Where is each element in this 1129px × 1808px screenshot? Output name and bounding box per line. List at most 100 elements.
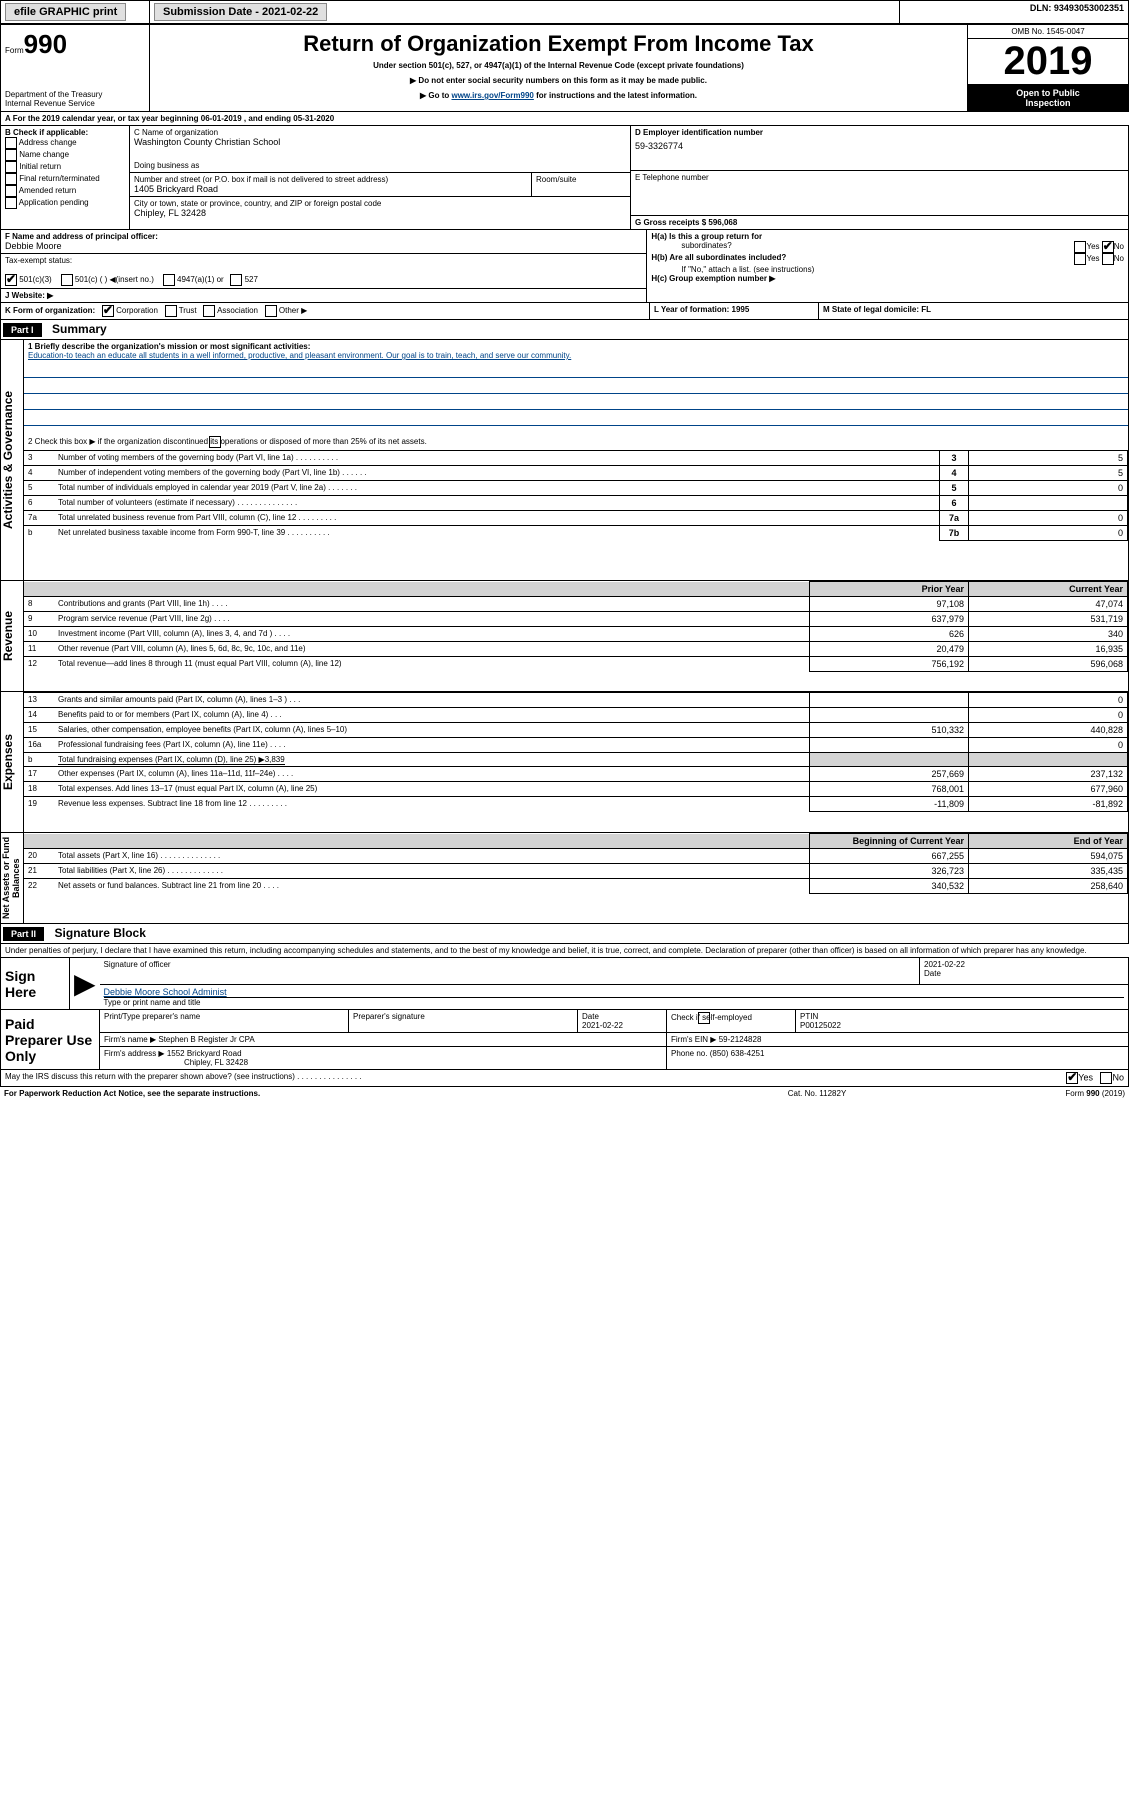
vert-exp: Expenses	[1, 692, 15, 832]
form-label: Form	[5, 46, 24, 55]
ha-label2: subordinates?	[651, 241, 997, 253]
hb-no-checkbox[interactable]	[1102, 253, 1114, 265]
efile-print-button[interactable]: efile GRAPHIC print	[5, 3, 126, 21]
firm-ein-label: Firm's EIN ▶	[671, 1035, 716, 1044]
col-begin: Beginning of Current Year	[810, 834, 969, 849]
part2-title: Signature Block	[55, 926, 146, 940]
discuss-yes-label: Yes	[1078, 1072, 1093, 1082]
form-title: Return of Organization Exempt From Incom…	[154, 31, 963, 57]
prep-date-label: Date	[582, 1012, 662, 1021]
discuss-yes-checkbox[interactable]	[1066, 1072, 1078, 1084]
org-form-block: K Form of organization: Corporation Trus…	[0, 303, 1129, 320]
irs-label: Internal Revenue Service	[5, 99, 145, 108]
form-subtitle: Under section 501(c), 527, or 4947(a)(1)…	[154, 61, 963, 70]
sign-here-label: Sign Here	[1, 958, 70, 1010]
hb-note: If "No," attach a list. (see instruction…	[651, 265, 1124, 274]
discontinue-checkbox[interactable]	[209, 436, 221, 448]
vert-net: Net Assets or Fund Balances	[1, 833, 21, 923]
date-label: Date	[924, 969, 1124, 978]
col-current: Current Year	[969, 582, 1128, 597]
discuss-row: May the IRS discuss this return with the…	[0, 1070, 1129, 1087]
part1-bar: Part I	[3, 323, 42, 337]
501c-label: 501(c) ( ) ◀(insert no.)	[75, 275, 154, 284]
j-website-label: J Website: ▶	[1, 289, 647, 303]
part1-body: Activities & Governance 1 Briefly descri…	[0, 340, 1129, 924]
c-name-label: C Name of organization	[134, 128, 626, 137]
other-checkbox[interactable]	[265, 305, 277, 317]
firm-addr-label: Firm's address ▶	[104, 1049, 165, 1058]
checkbox-address-change[interactable]	[5, 137, 17, 149]
form-title-block: Form990 Department of the Treasury Inter…	[0, 24, 1129, 112]
4947-checkbox[interactable]	[163, 274, 175, 286]
submission-date-button[interactable]: Submission Date - 2021-02-22	[154, 3, 327, 21]
vert-ag: Activities & Governance	[1, 340, 15, 580]
part2-header: Part II Signature Block	[0, 924, 1129, 944]
dept-label: Department of the Treasury	[5, 90, 145, 99]
self-employed-checkbox[interactable]	[698, 1012, 710, 1024]
irs-link[interactable]: www.irs.gov/Form990	[451, 91, 533, 100]
city-label: City or town, state or province, country…	[134, 199, 626, 208]
no-label2: No	[1114, 254, 1124, 263]
ha-no-checkbox[interactable]	[1102, 241, 1114, 253]
prep-date: 2021-02-22	[582, 1021, 662, 1030]
prep-name-label: Print/Type preparer's name	[104, 1012, 344, 1021]
l-year-formation: L Year of formation: 1995	[650, 303, 819, 320]
assoc-checkbox[interactable]	[203, 305, 215, 317]
discuss-no-checkbox[interactable]	[1100, 1072, 1112, 1084]
sign-arrow-icon: ▶	[70, 958, 100, 1010]
room-label: Room/suite	[532, 173, 631, 197]
ein-value: 59-3326774	[635, 141, 1124, 151]
m-state-domicile: M State of legal domicile: FL	[819, 303, 1129, 320]
check-self-label: Check if self-employed	[671, 1013, 752, 1022]
firm-addr1: 1552 Brickyard Road	[167, 1049, 242, 1058]
e-phone-label: E Telephone number	[631, 171, 1128, 216]
501c3-label: 501(c)(3)	[19, 275, 51, 284]
officer-signed-name: Debbie Moore School Administ	[104, 987, 1124, 997]
page-footer: For Paperwork Reduction Act Notice, see …	[0, 1087, 1129, 1100]
dba-label: Doing business as	[134, 161, 626, 170]
line1-label: 1 Briefly describe the organization's mi…	[28, 342, 310, 351]
vert-rev: Revenue	[1, 581, 15, 691]
hb-yes-checkbox[interactable]	[1074, 253, 1086, 265]
officer-name: Debbie Moore	[5, 241, 642, 251]
ha-yes-checkbox[interactable]	[1074, 241, 1086, 253]
yes-label2: Yes	[1086, 254, 1099, 263]
footer-mid: Cat. No. 11282Y	[713, 1087, 921, 1100]
checkbox-initial-return[interactable]	[5, 161, 17, 173]
g-gross-receipts: G Gross receipts $ 596,068	[631, 216, 1128, 229]
tax-year: 2019	[968, 39, 1128, 85]
declaration-text: Under penalties of perjury, I declare th…	[0, 944, 1129, 958]
phone-label: Phone no.	[671, 1049, 707, 1058]
hc-label: H(c) Group exemption number ▶	[651, 274, 1124, 283]
firm-ein: 59-2124828	[719, 1035, 762, 1044]
corp-checkbox[interactable]	[102, 305, 114, 317]
city-state-zip: Chipley, FL 32428	[134, 208, 626, 218]
sig-date: 2021-02-22	[924, 960, 1124, 969]
501c3-checkbox[interactable]	[5, 274, 17, 286]
ssn-note: ▶ Do not enter social security numbers o…	[154, 76, 963, 85]
section-b-column: B Check if applicable: Address change Na…	[1, 126, 130, 230]
form-number: 990	[24, 29, 67, 59]
checkbox-application-pending[interactable]	[5, 197, 17, 209]
ptin-label: PTIN	[800, 1012, 1124, 1021]
firm-name-label: Firm's name ▶	[104, 1035, 156, 1044]
firm-addr2: Chipley, FL 32428	[184, 1058, 662, 1067]
checkbox-final-return/terminated[interactable]	[5, 173, 17, 185]
checkbox-name-change[interactable]	[5, 149, 17, 161]
b-check-label: B Check if applicable:	[5, 128, 125, 137]
street-address: 1405 Brickyard Road	[134, 184, 527, 194]
k-label: K Form of organization:	[5, 306, 95, 315]
501c-checkbox[interactable]	[61, 274, 73, 286]
type-name-label: Type or print name and title	[104, 997, 1124, 1007]
sign-here-block: Sign Here ▶ Signature of officer 2021-02…	[0, 958, 1129, 1010]
col-end: End of Year	[969, 834, 1128, 849]
footer-left: For Paperwork Reduction Act Notice, see …	[0, 1087, 713, 1100]
trust-checkbox[interactable]	[165, 305, 177, 317]
4947-label: 4947(a)(1) or	[177, 275, 224, 284]
assoc-label: Association	[217, 306, 258, 315]
527-checkbox[interactable]	[230, 274, 242, 286]
paid-preparer-label: Paid Preparer Use Only	[1, 1010, 100, 1070]
corp-label: Corporation	[116, 306, 158, 315]
paid-preparer-block: Paid Preparer Use Only Print/Type prepar…	[0, 1010, 1129, 1070]
checkbox-amended-return[interactable]	[5, 185, 17, 197]
